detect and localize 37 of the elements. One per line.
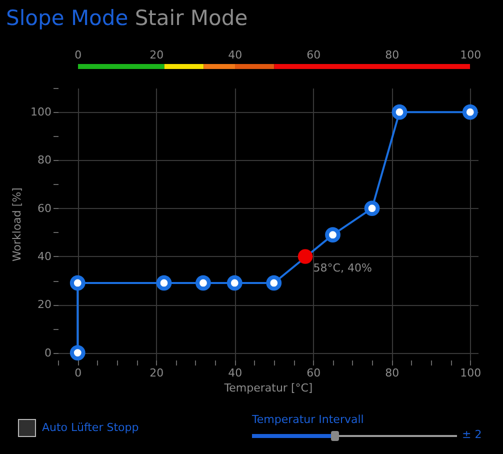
point — [70, 275, 86, 291]
x-tick-label: 100 — [460, 366, 482, 380]
point — [266, 275, 282, 291]
x-tick-label: 60 — [306, 366, 321, 380]
x-tick-label: 80 — [385, 366, 400, 380]
y-tick-label: 40 — [38, 250, 52, 263]
x2-tick-label: 0 — [74, 48, 82, 62]
x-axis-title: Temperatur [°C] — [223, 382, 313, 394]
chart-title: Slope Mode — [6, 6, 128, 30]
y-tick-label: 60 — [38, 202, 52, 215]
x2-tick-label: 60 — [306, 48, 321, 62]
x-tick-label: 20 — [150, 366, 164, 380]
point — [392, 104, 408, 120]
point — [156, 275, 172, 291]
text: Auto Lüfter Stopp — [42, 421, 139, 434]
point — [325, 227, 340, 243]
point — [462, 104, 478, 120]
point — [70, 345, 86, 360]
text: Stair Mode — [134, 6, 248, 30]
y-tick-label: 20 — [38, 298, 52, 312]
x2-tick-label: 80 — [385, 48, 400, 62]
y-tick-label: 0 — [44, 346, 52, 360]
y-tick-label: 100 — [30, 106, 52, 119]
x-tick-label: 40 — [228, 366, 242, 380]
point — [298, 249, 313, 264]
point — [196, 275, 211, 291]
text: ± 2 — [462, 428, 482, 441]
x2-tick-label: 20 — [150, 48, 164, 62]
x2-tick-label: 100 — [460, 48, 482, 62]
x-tick-label: 0 — [74, 366, 82, 380]
text: Temperatur Intervall — [252, 413, 364, 426]
point — [364, 200, 380, 216]
x2-tick-label: 40 — [228, 48, 242, 62]
y-tick-label: 80 — [38, 154, 52, 167]
annotation: 58°C, 40% — [313, 261, 372, 274]
point — [226, 275, 242, 291]
y-axis-title: Workload [%] — [10, 188, 24, 262]
